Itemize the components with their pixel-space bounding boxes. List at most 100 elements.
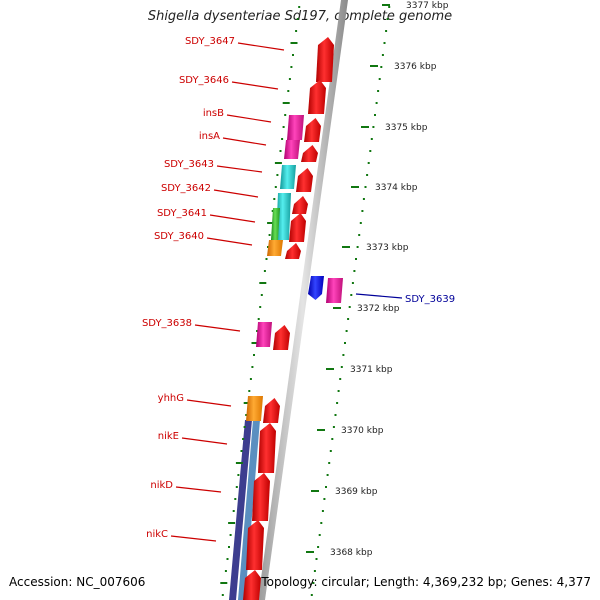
scale-tick (251, 342, 259, 344)
scale-major-tick (333, 307, 341, 309)
scale-tick (288, 78, 291, 80)
gene-feature-red[interactable] (243, 570, 261, 600)
gene-feature-red[interactable] (304, 118, 321, 142)
scale-tick (229, 534, 232, 536)
scale-tick (326, 474, 329, 476)
gene-label-sdy_3641[interactable]: SDY_3641 (157, 208, 207, 219)
gene-label-nike[interactable]: nikE (158, 431, 179, 442)
scale-tick (378, 78, 381, 80)
scale-tick (274, 162, 282, 164)
gene-label-insb[interactable]: insB (203, 108, 224, 119)
gene-feature-mag[interactable] (284, 140, 300, 159)
gene-feature-cyan[interactable] (280, 165, 296, 189)
scale-tick (337, 390, 340, 392)
scale-tick (358, 234, 361, 236)
gene-feature-red[interactable] (316, 37, 334, 82)
gene-feature-mag[interactable] (326, 278, 343, 303)
scale-tick (281, 138, 284, 140)
gene-feature-cyan[interactable] (276, 193, 291, 240)
gene-label-sdy_3647[interactable]: SDY_3647 (185, 36, 235, 47)
scale-tick (318, 534, 321, 536)
map-title: Shigella dysenteriae Sd197, complete gen… (147, 9, 453, 24)
gene-feature-orange[interactable] (267, 240, 283, 256)
scale-major-tick (361, 126, 369, 128)
scale-tick (243, 426, 246, 428)
gene-feature-mag[interactable] (287, 115, 304, 140)
gene-feature-red[interactable] (246, 520, 264, 570)
gene-feature-red[interactable] (258, 423, 276, 473)
scale-label: 3375 kbp (385, 123, 428, 133)
scale-tick (359, 222, 362, 224)
scale-tick (313, 570, 316, 572)
gene-leader-line (231, 81, 279, 90)
scale-tick (284, 114, 287, 116)
gene-feature-blue[interactable] (308, 276, 324, 300)
gene-feature-mag[interactable] (256, 322, 272, 347)
accession-text: Accession: NC_007606 (9, 575, 146, 589)
scale-label: 3374 kbp (375, 183, 418, 193)
gene-label-sdy_3640[interactable]: SDY_3640 (154, 231, 204, 242)
operon-band-steel (238, 420, 260, 600)
scale-tick (282, 126, 285, 128)
scale-tick (329, 450, 332, 452)
scale-tick (375, 102, 378, 104)
scale-label: 3372 kbp (357, 304, 400, 314)
scale-tick (385, 30, 388, 32)
scale-tick (220, 582, 228, 584)
gene-feature-red[interactable] (263, 398, 280, 423)
gene-feature-red[interactable] (292, 196, 308, 214)
scale-tick (298, 6, 301, 8)
scale-tick (251, 366, 254, 368)
scale-major-tick (382, 4, 390, 6)
scale-label: 3368 kbp (330, 548, 373, 558)
scale-major-tick (311, 490, 319, 492)
scale-tick (353, 270, 356, 272)
scale-tick (380, 66, 383, 68)
gene-feature-orange[interactable] (246, 396, 263, 421)
scale-tick (347, 318, 350, 320)
scale-label: 3376 kbp (394, 62, 437, 72)
scale-tick (267, 222, 275, 224)
scale-tick (331, 438, 334, 440)
gene-label-nikc[interactable]: nikC (146, 529, 168, 540)
scale-tick (342, 354, 345, 356)
scale-tick (290, 42, 298, 44)
scale-tick (265, 258, 268, 260)
scale-tick (271, 210, 274, 212)
gene-feature-red[interactable] (289, 213, 306, 242)
gene-feature-red[interactable] (252, 473, 270, 521)
gene-label-nikd[interactable]: nikD (150, 480, 173, 491)
scale-tick (310, 594, 313, 596)
scale-tick (234, 498, 237, 500)
gene-label-yhhg[interactable]: yhhG (158, 393, 184, 404)
gene-feature-green[interactable] (271, 208, 280, 240)
scale-tick (292, 54, 294, 56)
gene-label-insa[interactable]: insA (199, 131, 220, 142)
scale-major-tick (342, 246, 350, 248)
gene-feature-red[interactable] (273, 325, 290, 350)
gene-label-sdy_3643[interactable]: SDY_3643 (164, 159, 214, 170)
gene-feature-red[interactable] (296, 168, 313, 192)
gene-label-sdy_3646[interactable]: SDY_3646 (179, 75, 229, 86)
gene-leader-line (186, 399, 232, 407)
scale-label-group: 3377 kbp 3376 kbp 3375 kbp 3374 kbp 3373 kbp… (306, 1, 449, 558)
gene-feature-red[interactable] (285, 243, 301, 259)
gene-feature-red[interactable] (301, 145, 318, 162)
gene-label-sdy_3639[interactable]: SDY_3639 (405, 294, 455, 305)
scale-tick (259, 306, 262, 308)
gene-label-sdy_3638[interactable]: SDY_3638 (142, 318, 192, 329)
gene-label-group: SDY_3647 SDY_3646 insB insA SDY_3643 SDY_3642… (142, 36, 455, 542)
gene-leader-line (209, 214, 256, 223)
gene-leader-line (181, 437, 228, 445)
scale-tick (253, 354, 255, 356)
gene-label-sdy_3642[interactable]: SDY_3642 (161, 183, 211, 194)
scale-tick (274, 186, 277, 188)
scale-tick (355, 258, 357, 260)
scale-tick (279, 150, 282, 152)
gene-leader-line (213, 189, 259, 198)
scale-tick (381, 54, 384, 56)
scale-tick (325, 486, 327, 488)
scale-tick (290, 66, 293, 68)
gene-feature-red[interactable] (308, 80, 326, 114)
scale-major-tick (317, 429, 325, 431)
